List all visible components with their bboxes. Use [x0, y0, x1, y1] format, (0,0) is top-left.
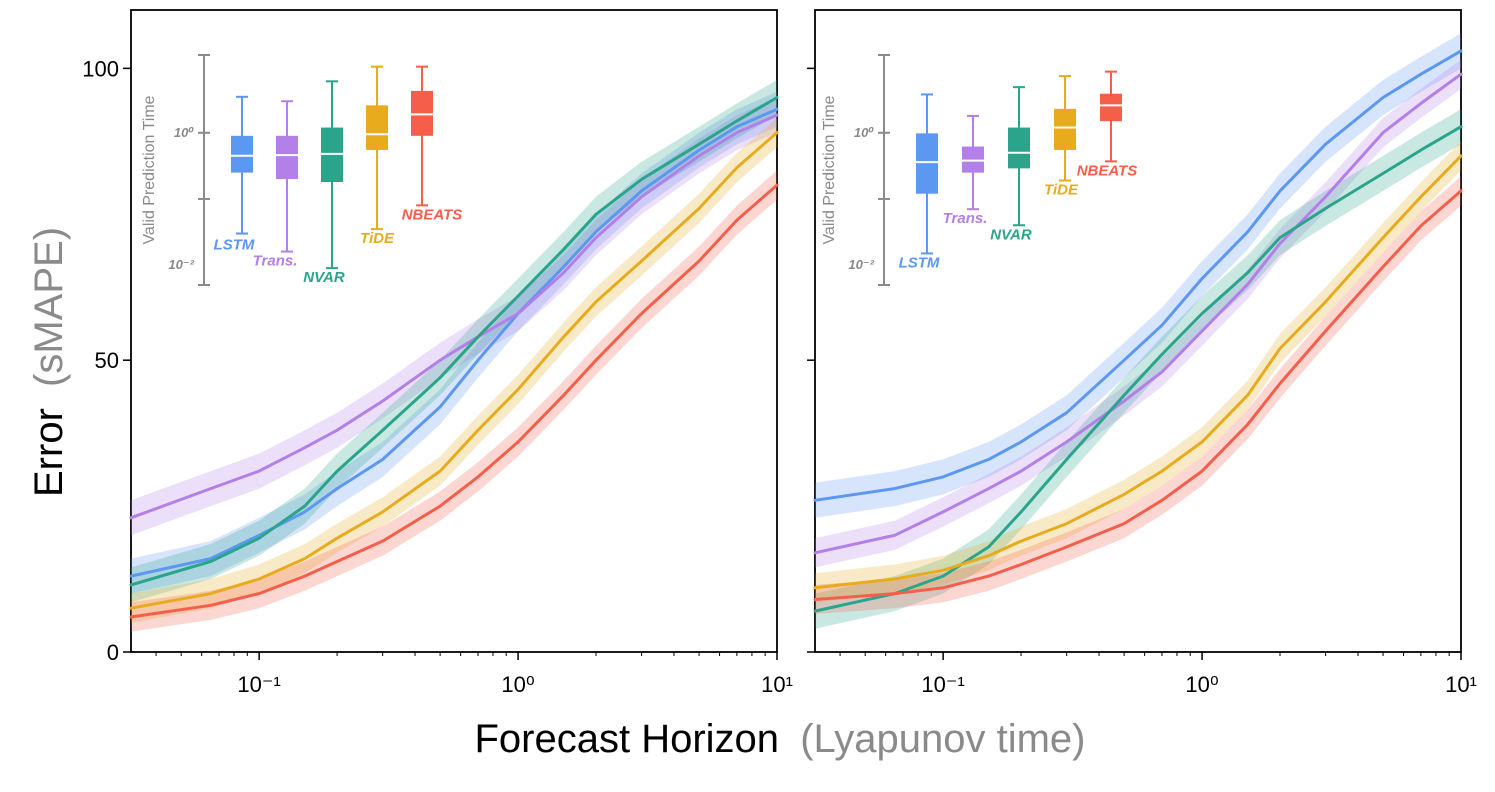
box-body [916, 133, 938, 194]
series-line-nvar [129, 96, 779, 587]
box-body [1100, 93, 1122, 122]
box-nvar: NVAR [990, 86, 1032, 243]
plot-frame [814, 9, 1462, 653]
x-tick-label: 10¹ [1445, 672, 1477, 697]
y-axis-label: Error (sMAPE) [27, 227, 71, 497]
error-bands [131, 80, 777, 632]
left-panel: 10⁻¹ 10⁰ 10¹ 0 50 100 10⁰ 10⁻² Valid Prediction … [82, 9, 793, 697]
y-axis-label-unit: (sMAPE) [27, 227, 71, 387]
x-tick-label: 10⁻¹ [237, 672, 280, 697]
box-tide: TiDE [360, 65, 395, 247]
series-line-tide [813, 154, 1463, 590]
series-line-nbeats [129, 183, 779, 619]
box-body [1054, 108, 1076, 150]
y-axis-label-main: Error [27, 408, 71, 497]
y-tick-label: 0 [107, 640, 119, 665]
box-tide: TiDE [1044, 75, 1079, 199]
box-body [962, 146, 984, 173]
inset-tick-label: 10⁰ [854, 125, 874, 140]
inset-tick-label: 10⁻² [168, 257, 194, 272]
band-trans [131, 97, 777, 536]
box-nbeats: NBEATS [1077, 70, 1138, 179]
box-body [366, 105, 388, 150]
band-lstm [131, 91, 777, 594]
x-tick-label: 10⁰ [501, 672, 534, 697]
band-lstm [815, 33, 1461, 518]
series-lines [129, 96, 779, 619]
inset-tick-label: 10⁻² [848, 257, 874, 272]
box-label-nvar: NVAR [990, 226, 1032, 243]
box-trans: Trans. [253, 100, 298, 270]
inset-title: Valid Prediction Time [821, 95, 838, 244]
y-tick-label: 100 [82, 56, 119, 81]
error-bands [815, 33, 1461, 629]
box-body [231, 135, 253, 173]
box-label-lstm: LSTM [214, 237, 255, 254]
box-label-tide: TiDE [1044, 182, 1079, 199]
inset-title: Valid Prediction Time [141, 95, 158, 244]
box-nbeats: NBEATS [402, 65, 463, 223]
box-label-nvar: NVAR [303, 269, 345, 286]
x-axis-label: Forecast Horizon (Lyapunov time) [475, 717, 1086, 761]
x-tick-label: 10¹ [761, 672, 793, 697]
box-label-trans: Trans. [253, 253, 298, 270]
box-lstm: LSTM [214, 95, 255, 254]
plot-frame [130, 9, 778, 653]
box-nvar: NVAR [303, 80, 345, 286]
box-body [276, 135, 298, 180]
band-nvar [131, 80, 777, 603]
series-line-lstm [813, 49, 1463, 502]
series-line-trans [813, 72, 1463, 555]
series-line-tide [129, 131, 779, 610]
box-body [1008, 127, 1030, 169]
box-lstm: LSTM [899, 93, 940, 271]
box-label-trans: Trans. [943, 210, 988, 227]
inset-boxplot: 10⁰ 10⁻² Valid Prediction Time LSTM Trans.NV… [821, 54, 1138, 286]
right-panel: 10⁻¹ 10⁰ 10¹ 10⁰ 10⁻² Valid Prediction Time LS… [807, 9, 1477, 697]
band-trans [815, 59, 1461, 568]
series-line-nbeats [813, 189, 1463, 601]
box-trans: Trans. [943, 114, 988, 227]
series-lines [813, 49, 1463, 613]
band-nvar [815, 109, 1461, 629]
inset-tick-label: 10⁰ [174, 125, 194, 140]
band-nbeats [815, 176, 1461, 615]
x-axis-label-unit: (Lyapunov time) [800, 717, 1085, 761]
x-axis-label-main: Forecast Horizon [475, 717, 780, 761]
box-label-nbeats: NBEATS [1077, 162, 1138, 179]
box-label-nbeats: NBEATS [402, 206, 463, 223]
x-tick-label: 10⁻¹ [921, 672, 964, 697]
box-label-lstm: LSTM [899, 254, 940, 271]
y-tick-label: 50 [95, 348, 119, 373]
box-label-tide: TiDE [360, 230, 395, 247]
x-tick-label: 10⁰ [1185, 672, 1218, 697]
